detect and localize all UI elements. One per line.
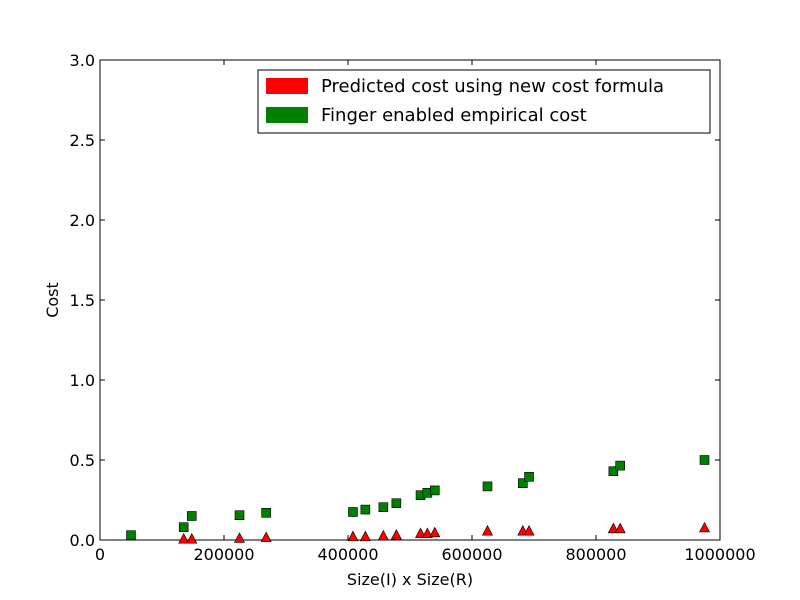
- legend: Predicted cost using new cost formula Fi…: [257, 69, 711, 134]
- empirical-cost-point: [391, 498, 402, 509]
- empirical-cost-point: [378, 502, 389, 513]
- predicted-cost-point: [359, 530, 371, 542]
- y-tick-label: 0.5: [70, 451, 95, 470]
- empirical-cost-point: [429, 485, 440, 496]
- empirical-cost-point: [348, 507, 358, 517]
- predicted-cost-point: [429, 526, 441, 538]
- x-tick-label: 200000: [193, 545, 254, 564]
- predicted-cost-point: [178, 533, 190, 544]
- empirical-cost-point: [261, 507, 271, 518]
- y-axis-label: Cost: [43, 282, 62, 318]
- plot-area: [99, 59, 721, 541]
- predicted-cost-point: [482, 525, 493, 536]
- legend-label-predicted: Predicted cost using new cost formula: [321, 76, 664, 97]
- empirical-cost-point: [699, 455, 710, 465]
- axis-ticks: 0 200000 400000 600000 800000 1000000 0.0 0.5 1.…: [70, 51, 756, 564]
- empirical-cost-point: [482, 481, 493, 492]
- x-tick-label: 400000: [317, 545, 378, 564]
- legend-label-empirical: Finger enabled empirical cost: [321, 105, 587, 126]
- empirical-cost-point: [360, 504, 371, 515]
- y-tick-label: 2.5: [70, 131, 95, 150]
- y-tick-label: 1.0: [70, 371, 95, 390]
- predicted-cost-point: [607, 522, 619, 534]
- x-tick-label: 0: [95, 545, 105, 564]
- y-tick-label: 0.0: [70, 531, 95, 550]
- empirical-cost-point: [234, 510, 245, 521]
- predicted-cost-point: [347, 530, 359, 542]
- x-tick-label: 1000000: [684, 545, 755, 564]
- predicted-cost-point: [260, 531, 272, 542]
- legend-swatch-empirical: [266, 107, 308, 123]
- data-marks: [126, 455, 710, 544]
- y-tick-label: 3.0: [70, 51, 95, 70]
- predicted-cost-point: [234, 532, 245, 543]
- predicted-cost-point: [614, 522, 626, 534]
- predicted-cost-point: [390, 529, 402, 540]
- empirical-cost-point: [186, 511, 197, 521]
- empirical-cost-point: [615, 460, 625, 471]
- predicted-cost-point: [186, 533, 198, 544]
- predicted-cost-point: [699, 521, 710, 533]
- legend-swatch-predicted: [266, 78, 308, 94]
- empirical-cost-point: [126, 530, 136, 541]
- legend-box: [257, 69, 711, 134]
- x-axis-label: Size(I) x Size(R): [347, 570, 473, 589]
- predicted-cost-point: [415, 527, 427, 538]
- predicted-cost-point: [523, 525, 535, 536]
- y-tick-label: 1.5: [70, 291, 95, 310]
- empirical-cost-point: [518, 478, 528, 489]
- x-tick-label: 600000: [441, 545, 502, 564]
- predicted-cost-point: [421, 527, 433, 538]
- y-tick-label: 2.0: [70, 211, 95, 230]
- empirical-cost-point: [524, 471, 534, 482]
- empirical-cost-point: [178, 522, 189, 533]
- x-tick-label: 800000: [565, 545, 626, 564]
- empirical-cost-point: [608, 466, 619, 477]
- predicted-cost-point: [377, 529, 389, 541]
